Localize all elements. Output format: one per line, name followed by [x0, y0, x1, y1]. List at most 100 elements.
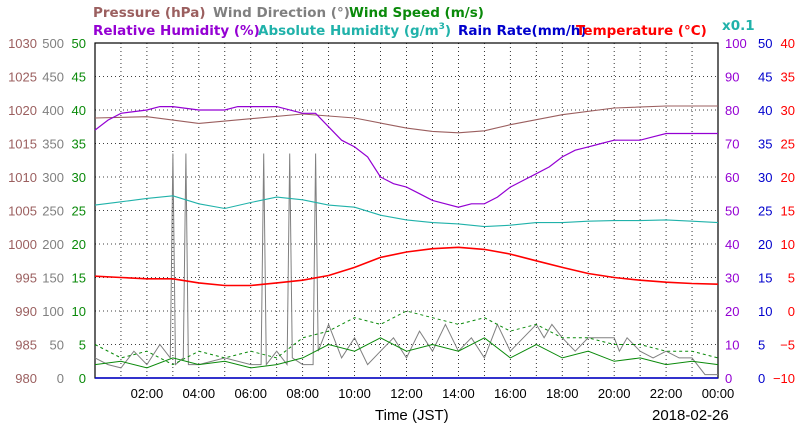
legend-absolute-humidity-sup: 3 — [439, 22, 445, 32]
legend-rain-multiplier: x0.1 — [722, 18, 755, 34]
tick-rel_hum: 90 — [725, 70, 739, 85]
tick-temp: 0 — [788, 304, 795, 319]
tick-temp: 40 — [781, 36, 795, 51]
tick-wind_speed: 45 — [72, 70, 86, 85]
tick-temp: 25 — [781, 137, 795, 152]
tick-wind_dir: 450 — [42, 70, 64, 85]
x-tick-label: 14:00 — [442, 386, 475, 401]
tick-temp: 35 — [781, 70, 795, 85]
tick-wind_dir: 350 — [42, 137, 64, 152]
tick-temp: 30 — [781, 103, 795, 118]
tick-rain: 45 — [758, 70, 772, 85]
tick-temp: −5 — [780, 338, 795, 353]
tick-wind_speed: 25 — [72, 204, 86, 219]
tick-rel_hum: 30 — [725, 271, 739, 286]
tick-wind_dir: 300 — [42, 170, 64, 185]
tick-rain: 15 — [758, 271, 772, 286]
tick-pressure: 1020 — [8, 103, 37, 118]
x-tick-label: 04:00 — [183, 386, 216, 401]
x-tick-label: 20:00 — [598, 386, 631, 401]
tick-wind_dir: 150 — [42, 271, 64, 286]
tick-rain: 5 — [758, 338, 765, 353]
x-tick-label: 12:00 — [390, 386, 423, 401]
tick-rel_hum: 70 — [725, 137, 739, 152]
tick-pressure: 985 — [15, 338, 37, 353]
legend-pressure: Pressure (hPa) — [93, 5, 206, 21]
x-tick-label: 18:00 — [546, 386, 579, 401]
x-tick-label: 00:00 — [702, 386, 735, 401]
tick-rel_hum: 10 — [725, 338, 739, 353]
tick-temp: 20 — [781, 170, 795, 185]
x-tick-label: 10:00 — [338, 386, 371, 401]
tick-rain: 0 — [758, 371, 765, 386]
legend-wind-speed: Wind Speed (m/s) — [349, 5, 484, 21]
tick-rain: 10 — [758, 304, 772, 319]
tick-pressure: 1010 — [8, 170, 37, 185]
tick-rel_hum: 0 — [725, 371, 732, 386]
series-line-0 — [94, 105, 718, 134]
plot-area — [94, 42, 719, 379]
tick-rain: 50 — [758, 36, 772, 51]
x-tick-label: 02:00 — [131, 386, 164, 401]
legend-absolute-humidity: Absolute Humidity (g/m3) — [258, 22, 451, 39]
axis-labels: 9809859909951000100510101015102010251030… — [8, 36, 795, 401]
x-tick-label: 16:00 — [494, 386, 527, 401]
tick-wind_speed: 30 — [72, 170, 86, 185]
x-axis-label: Time (JST) — [375, 407, 449, 424]
tick-wind_dir: 500 — [42, 36, 64, 51]
tick-rain: 20 — [758, 237, 772, 252]
tick-rain: 30 — [758, 170, 772, 185]
tick-rel_hum: 50 — [725, 204, 739, 219]
tick-pressure: 1005 — [8, 204, 37, 219]
tick-rain: 40 — [758, 103, 772, 118]
tick-temp: 10 — [781, 237, 795, 252]
tick-rel_hum: 20 — [725, 304, 739, 319]
series-line-5 — [94, 195, 719, 228]
tick-rel_hum: 100 — [725, 36, 747, 51]
tick-rel_hum: 60 — [725, 170, 739, 185]
legend-absolute-humidity-a: Absolute Humidity (g/m — [258, 23, 439, 39]
chart-date: 2018-02-26 — [652, 407, 729, 424]
tick-wind_dir: 250 — [42, 204, 64, 219]
tick-temp: 5 — [788, 271, 795, 286]
tick-wind_dir: 100 — [42, 304, 64, 319]
series-line-3 — [94, 310, 719, 366]
tick-wind_dir: 0 — [57, 371, 64, 386]
tick-wind_speed: 50 — [72, 36, 86, 51]
tick-pressure: 980 — [15, 371, 37, 386]
tick-wind_speed: 0 — [79, 371, 86, 386]
tick-wind_speed: 20 — [72, 237, 86, 252]
tick-pressure: 1015 — [8, 137, 37, 152]
tick-wind_dir: 400 — [42, 103, 64, 118]
tick-wind_speed: 35 — [72, 137, 86, 152]
legend-relative-humidity: Relative Humidity (%) — [93, 23, 260, 39]
tick-wind_speed: 40 — [72, 103, 86, 118]
tick-wind_dir: 200 — [42, 237, 64, 252]
tick-pressure: 1030 — [8, 36, 37, 51]
legend-wind-direction: Wind Direction (°) — [213, 5, 350, 21]
tick-temp: −10 — [773, 371, 795, 386]
x-tick-label: 06:00 — [234, 386, 267, 401]
legend-rain-rate: Rain Rate(mm/h) — [458, 23, 587, 39]
tick-pressure: 990 — [15, 304, 37, 319]
tick-rain: 35 — [758, 137, 772, 152]
tick-temp: 15 — [781, 204, 795, 219]
series-line-4 — [94, 106, 718, 208]
tick-rel_hum: 80 — [725, 103, 739, 118]
series-line-1 — [94, 153, 718, 376]
tick-pressure: 995 — [15, 271, 37, 286]
tick-wind_speed: 10 — [72, 304, 86, 319]
x-tick-label: 22:00 — [650, 386, 683, 401]
tick-wind_dir: 50 — [50, 338, 64, 353]
tick-wind_speed: 15 — [72, 271, 86, 286]
series-line-7 — [94, 246, 719, 287]
tick-pressure: 1000 — [8, 237, 37, 252]
tick-rel_hum: 40 — [725, 237, 739, 252]
tick-pressure: 1025 — [8, 70, 37, 85]
legend-temperature: Temperature (°C) — [576, 23, 707, 39]
x-tick-label: 08:00 — [286, 386, 319, 401]
tick-rain: 25 — [758, 204, 772, 219]
tick-wind_speed: 5 — [79, 338, 86, 353]
legend-absolute-humidity-b: ) — [445, 23, 451, 39]
